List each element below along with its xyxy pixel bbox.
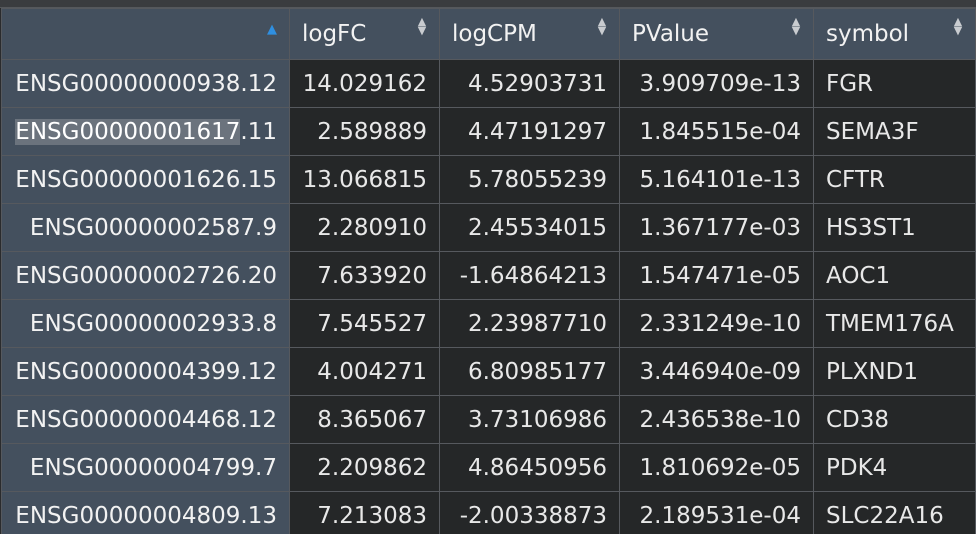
pvalue-cell[interactable]: 1.845515e-04 <box>619 107 814 156</box>
sort-both-icon[interactable]: ▲ ▼ <box>417 15 427 37</box>
table-row[interactable]: ENSG00000004809.13 7.213083 -2.00338873 … <box>1 491 976 534</box>
column-header-label: logCPM <box>452 21 537 47</box>
pvalue-cell[interactable]: 1.547471e-05 <box>619 251 814 300</box>
header-row: ▲ logFC ▲ ▼ logCPM ▲ ▼ PValue ▲ ▼ symbol ▲ ▼ <box>1 8 976 60</box>
row-name-cell[interactable]: ENSG00000001626.15 <box>1 155 290 204</box>
symbol-cell[interactable]: SEMA3F <box>813 107 976 156</box>
logfc-cell[interactable]: 8.365067 <box>289 395 440 444</box>
logcpm-cell[interactable]: 4.52903731 <box>439 59 620 108</box>
logfc-cell[interactable]: 2.589889 <box>289 107 440 156</box>
pvalue-cell[interactable]: 3.909709e-13 <box>619 59 814 108</box>
row-name-cell[interactable]: ENSG00000004799.7 <box>1 443 290 492</box>
row-name-cell[interactable]: ENSG00000002587.9 <box>1 203 290 252</box>
logcpm-cell[interactable]: 2.23987710 <box>439 299 620 348</box>
symbol-cell[interactable]: AOC1 <box>813 251 976 300</box>
pvalue-cell[interactable]: 1.810692e-05 <box>619 443 814 492</box>
logfc-cell[interactable]: 4.004271 <box>289 347 440 396</box>
pvalue-cell[interactable]: 1.367177e-03 <box>619 203 814 252</box>
row-name-cell[interactable]: ENSG00000004809.13 <box>1 491 290 534</box>
pvalue-cell[interactable]: 5.164101e-13 <box>619 155 814 204</box>
symbol-cell[interactable]: PLXND1 <box>813 347 976 396</box>
logcpm-cell[interactable]: 3.73106986 <box>439 395 620 444</box>
column-header-logcpm[interactable]: logCPM ▲ ▼ <box>439 8 620 60</box>
logcpm-cell[interactable]: -1.64864213 <box>439 251 620 300</box>
viewer-toolbar-edge <box>0 0 976 8</box>
table-row[interactable]: ENSG00000001617.11 2.589889 4.47191297 1… <box>1 107 976 156</box>
column-header-rownames[interactable]: ▲ <box>1 8 290 60</box>
sort-both-icon[interactable]: ▲ ▼ <box>597 15 607 37</box>
table-row[interactable]: ENSG00000004399.12 4.004271 6.80985177 3… <box>1 347 976 396</box>
logfc-cell[interactable]: 2.280910 <box>289 203 440 252</box>
text-selection-highlight[interactable]: ENSG00000001617 <box>15 118 241 145</box>
row-name-cell[interactable]: ENSG00000004468.12 <box>1 395 290 444</box>
logcpm-cell[interactable]: 4.47191297 <box>439 107 620 156</box>
row-name-cell[interactable]: ENSG00000000938.12 <box>1 59 290 108</box>
symbol-cell[interactable]: PDK4 <box>813 443 976 492</box>
logfc-cell[interactable]: 7.633920 <box>289 251 440 300</box>
table-row[interactable]: ENSG00000001626.15 13.066815 5.78055239 … <box>1 155 976 204</box>
symbol-cell[interactable]: TMEM176A <box>813 299 976 348</box>
logfc-cell[interactable]: 7.545527 <box>289 299 440 348</box>
row-name-cell[interactable]: ENSG00000002726.20 <box>1 251 290 300</box>
table-row[interactable]: ENSG00000000938.12 14.029162 4.52903731 … <box>1 59 976 108</box>
pvalue-cell[interactable]: 2.331249e-10 <box>619 299 814 348</box>
column-header-pvalue[interactable]: PValue ▲ ▼ <box>619 8 814 60</box>
sort-ascending-icon[interactable]: ▲ <box>267 22 277 37</box>
symbol-cell[interactable]: SLC22A16 <box>813 491 976 534</box>
logfc-cell[interactable]: 7.213083 <box>289 491 440 534</box>
symbol-cell[interactable]: FGR <box>813 59 976 108</box>
column-header-label: logFC <box>302 21 367 47</box>
pvalue-cell[interactable]: 2.436538e-10 <box>619 395 814 444</box>
pvalue-cell[interactable]: 3.446940e-09 <box>619 347 814 396</box>
logfc-cell[interactable]: 13.066815 <box>289 155 440 204</box>
logcpm-cell[interactable]: 2.45534015 <box>439 203 620 252</box>
table-row[interactable]: ENSG00000002933.8 7.545527 2.23987710 2.… <box>1 299 976 348</box>
column-header-label: PValue <box>632 21 710 47</box>
logfc-cell[interactable]: 2.209862 <box>289 443 440 492</box>
symbol-cell[interactable]: CFTR <box>813 155 976 204</box>
table-row[interactable]: ENSG00000004799.7 2.209862 4.86450956 1.… <box>1 443 976 492</box>
logcpm-cell[interactable]: 4.86450956 <box>439 443 620 492</box>
table-row[interactable]: ENSG00000002726.20 7.633920 -1.64864213 … <box>1 251 976 300</box>
table-row[interactable]: ENSG00000004468.12 8.365067 3.73106986 2… <box>1 395 976 444</box>
pvalue-cell[interactable]: 2.189531e-04 <box>619 491 814 534</box>
column-header-label: symbol <box>826 21 910 47</box>
column-header-logfc[interactable]: logFC ▲ ▼ <box>289 8 440 60</box>
sort-both-icon[interactable]: ▲ ▼ <box>953 15 963 37</box>
logfc-cell[interactable]: 14.029162 <box>289 59 440 108</box>
row-name-suffix: .11 <box>240 118 277 145</box>
symbol-cell[interactable]: CD38 <box>813 395 976 444</box>
data-table: ▲ logFC ▲ ▼ logCPM ▲ ▼ PValue ▲ ▼ symbol ▲ ▼ <box>1 8 976 534</box>
row-name-cell[interactable]: ENSG00000002933.8 <box>1 299 290 348</box>
logcpm-cell[interactable]: 5.78055239 <box>439 155 620 204</box>
logcpm-cell[interactable]: -2.00338873 <box>439 491 620 534</box>
row-name-cell[interactable]: ENSG00000001617.11 <box>1 107 290 156</box>
column-header-symbol[interactable]: symbol ▲ ▼ <box>813 8 976 60</box>
logcpm-cell[interactable]: 6.80985177 <box>439 347 620 396</box>
row-name-cell[interactable]: ENSG00000004399.12 <box>1 347 290 396</box>
table-row[interactable]: ENSG00000002587.9 2.280910 2.45534015 1.… <box>1 203 976 252</box>
sort-both-icon[interactable]: ▲ ▼ <box>791 15 801 37</box>
symbol-cell[interactable]: HS3ST1 <box>813 203 976 252</box>
